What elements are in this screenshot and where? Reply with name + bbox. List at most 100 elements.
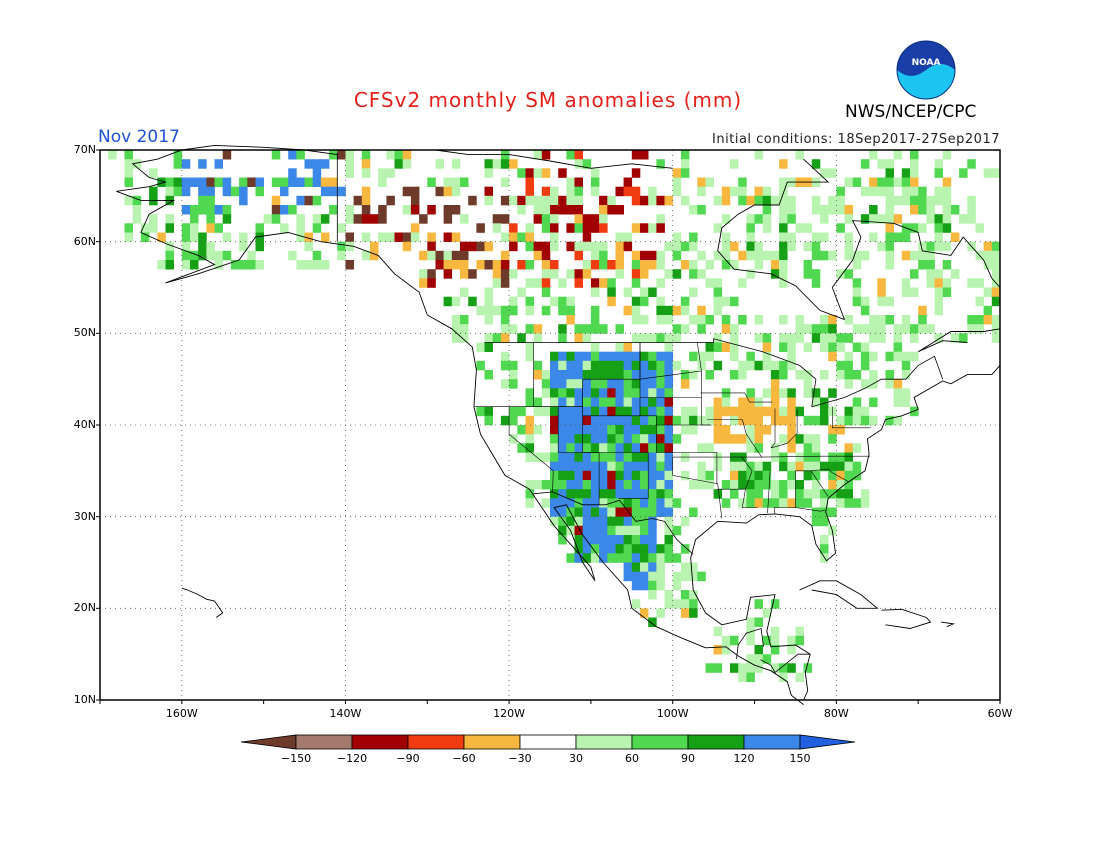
anomaly-cell: [877, 287, 886, 297]
anomaly-cell: [640, 608, 649, 618]
anomaly-cell: [648, 370, 657, 380]
anomaly-cell: [525, 195, 534, 206]
anomaly-cell: [525, 260, 534, 270]
anomaly-cell: [811, 397, 821, 407]
anomaly-cell: [672, 305, 682, 316]
anomaly-cell: [558, 516, 567, 527]
anomaly-cell: [329, 186, 338, 197]
anomaly-cell: [427, 250, 436, 261]
anomaly-cell: [705, 415, 714, 426]
anomaly-cell: [656, 544, 665, 554]
anomaly-cell: [721, 645, 731, 655]
anomaly-cell: [721, 296, 731, 307]
anomaly-cell: [656, 434, 665, 444]
anomaly-cell: [795, 333, 804, 343]
anomaly-cell: [713, 250, 723, 261]
anomaly-cell: [640, 379, 649, 389]
anomaly-cell: [754, 214, 763, 224]
anomaly-cell: [787, 388, 796, 398]
anomaly-cell: [607, 406, 616, 417]
anomaly-cell: [730, 351, 739, 362]
anomaly-cell: [386, 150, 395, 160]
anomaly-cell: [664, 470, 673, 481]
anomaly-cell: [901, 315, 911, 325]
anomaly-cell: [623, 406, 633, 417]
anomaly-cell: [901, 278, 911, 288]
anomaly-cell: [991, 269, 1001, 279]
anomaly-cell: [770, 663, 780, 673]
anomaly-cell: [910, 269, 919, 279]
anomaly-cell: [484, 260, 493, 270]
anomaly-cell: [648, 590, 657, 600]
anomaly-cell: [640, 406, 649, 417]
anomaly-cell: [615, 186, 624, 197]
anomaly-cell: [361, 232, 371, 242]
anomaly-cell: [983, 250, 993, 261]
anomaly-cell: [222, 232, 232, 242]
anomaly-cell: [852, 296, 862, 307]
anomaly-cell: [820, 535, 829, 545]
anomaly-cell: [132, 159, 142, 169]
state-border: [716, 488, 758, 508]
anomaly-cell: [828, 507, 837, 517]
anomaly-cell: [615, 342, 624, 352]
anomaly-cell: [721, 425, 731, 435]
anomaly-cell: [198, 232, 207, 242]
anomaly-cell: [762, 342, 772, 352]
anomaly-cell: [689, 608, 698, 618]
anomaly-cell: [869, 186, 878, 197]
anomaly-cell: [345, 205, 354, 215]
anomaly-cell: [550, 498, 559, 508]
anomaly-cell: [582, 388, 592, 398]
anomaly-cell: [590, 370, 600, 380]
anomaly-cell: [476, 241, 485, 252]
anomaly-cell: [762, 635, 772, 646]
anomaly-cell: [590, 351, 600, 362]
anomaly-cell: [664, 544, 673, 554]
anomaly-cell: [779, 663, 788, 673]
anomaly-cell: [582, 159, 592, 169]
anomaly-cell: [918, 250, 927, 261]
anomaly-cell: [558, 525, 567, 536]
anomaly-cell: [852, 370, 862, 380]
anomaly-cell: [803, 470, 813, 481]
anomaly-cell: [680, 470, 690, 481]
anomaly-cell: [558, 452, 567, 462]
anomaly-cell: [574, 269, 583, 279]
anomaly-cell: [541, 223, 551, 233]
anomaly-cell: [770, 599, 780, 609]
initial-conditions: Initial conditions: 18Sep2017-27Sep2017: [712, 132, 1000, 147]
anomaly-cell: [607, 287, 616, 297]
colorbar-arrow-high: [799, 734, 856, 750]
anomaly-cell: [721, 635, 731, 646]
anomaly-cell: [132, 195, 142, 206]
anomaly-cell: [885, 260, 894, 270]
anomaly-cell: [607, 379, 616, 389]
anomaly-cell: [517, 406, 526, 417]
anomaly-cell: [255, 260, 264, 270]
anomaly-cell: [754, 260, 763, 270]
anomaly-cell: [296, 177, 305, 187]
anomaly-cell: [991, 260, 1001, 270]
state-border: [767, 470, 771, 514]
anomaly-cell: [509, 232, 518, 242]
anomaly-cell: [811, 443, 821, 453]
anomaly-cell: [378, 232, 387, 242]
anomaly-cell: [599, 260, 608, 270]
anomaly-cell: [558, 480, 567, 490]
anomaly-cell: [942, 214, 952, 224]
anomaly-cell: [198, 159, 207, 169]
state-border: [810, 470, 829, 497]
anomaly-cell: [779, 315, 788, 325]
anomaly-cell: [721, 324, 731, 334]
anomaly-cell: [558, 443, 567, 453]
anomaly-cell: [836, 415, 845, 426]
anomaly-cell: [590, 223, 600, 233]
anomaly-cell: [623, 452, 633, 462]
anomaly-cell: [770, 260, 780, 270]
anomaly-cell: [713, 461, 723, 472]
anomaly-cell: [484, 241, 493, 252]
anomaly-cell: [640, 562, 649, 572]
anomaly-cell: [844, 232, 853, 242]
